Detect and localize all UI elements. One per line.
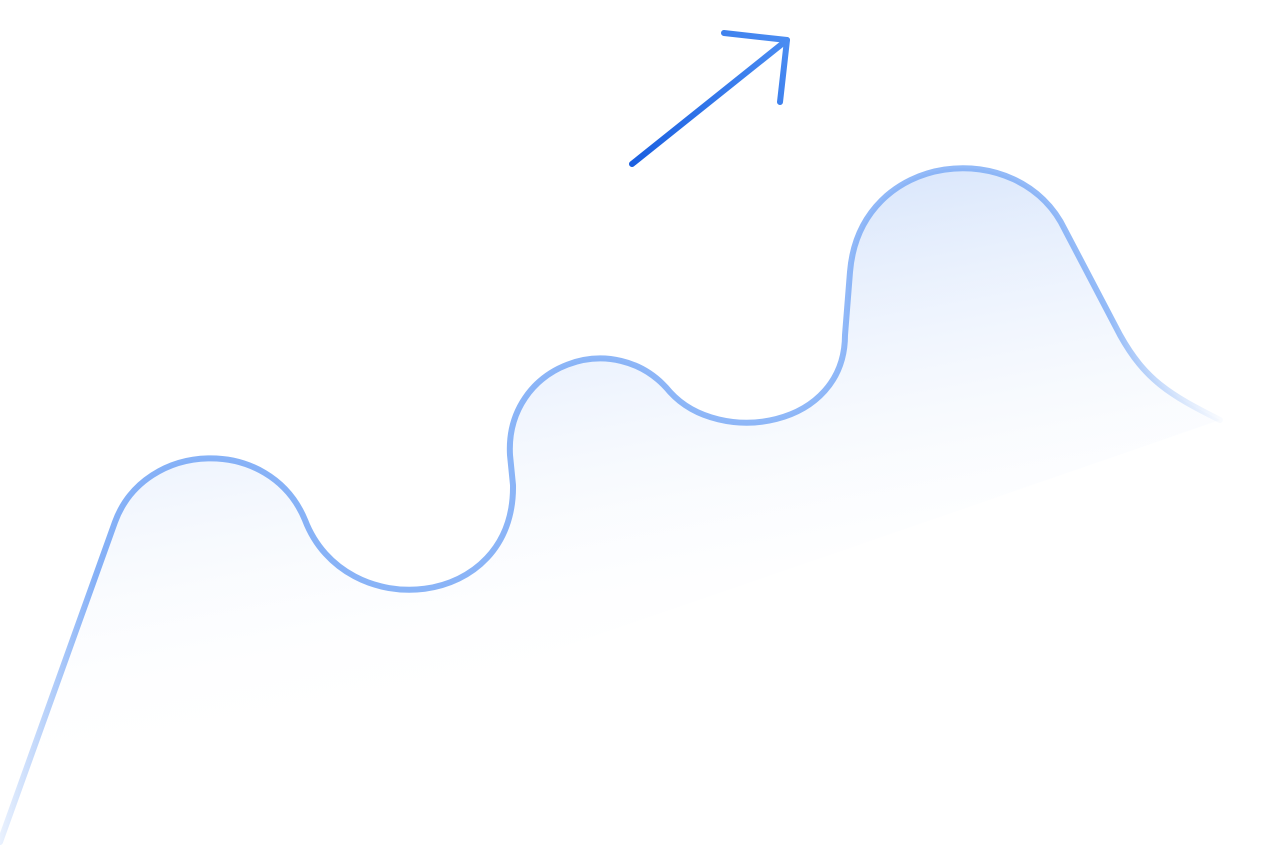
wave-fill (0, 168, 1220, 843)
trend-up-arrow-icon (629, 30, 790, 167)
wave-line (0, 165, 1223, 845)
